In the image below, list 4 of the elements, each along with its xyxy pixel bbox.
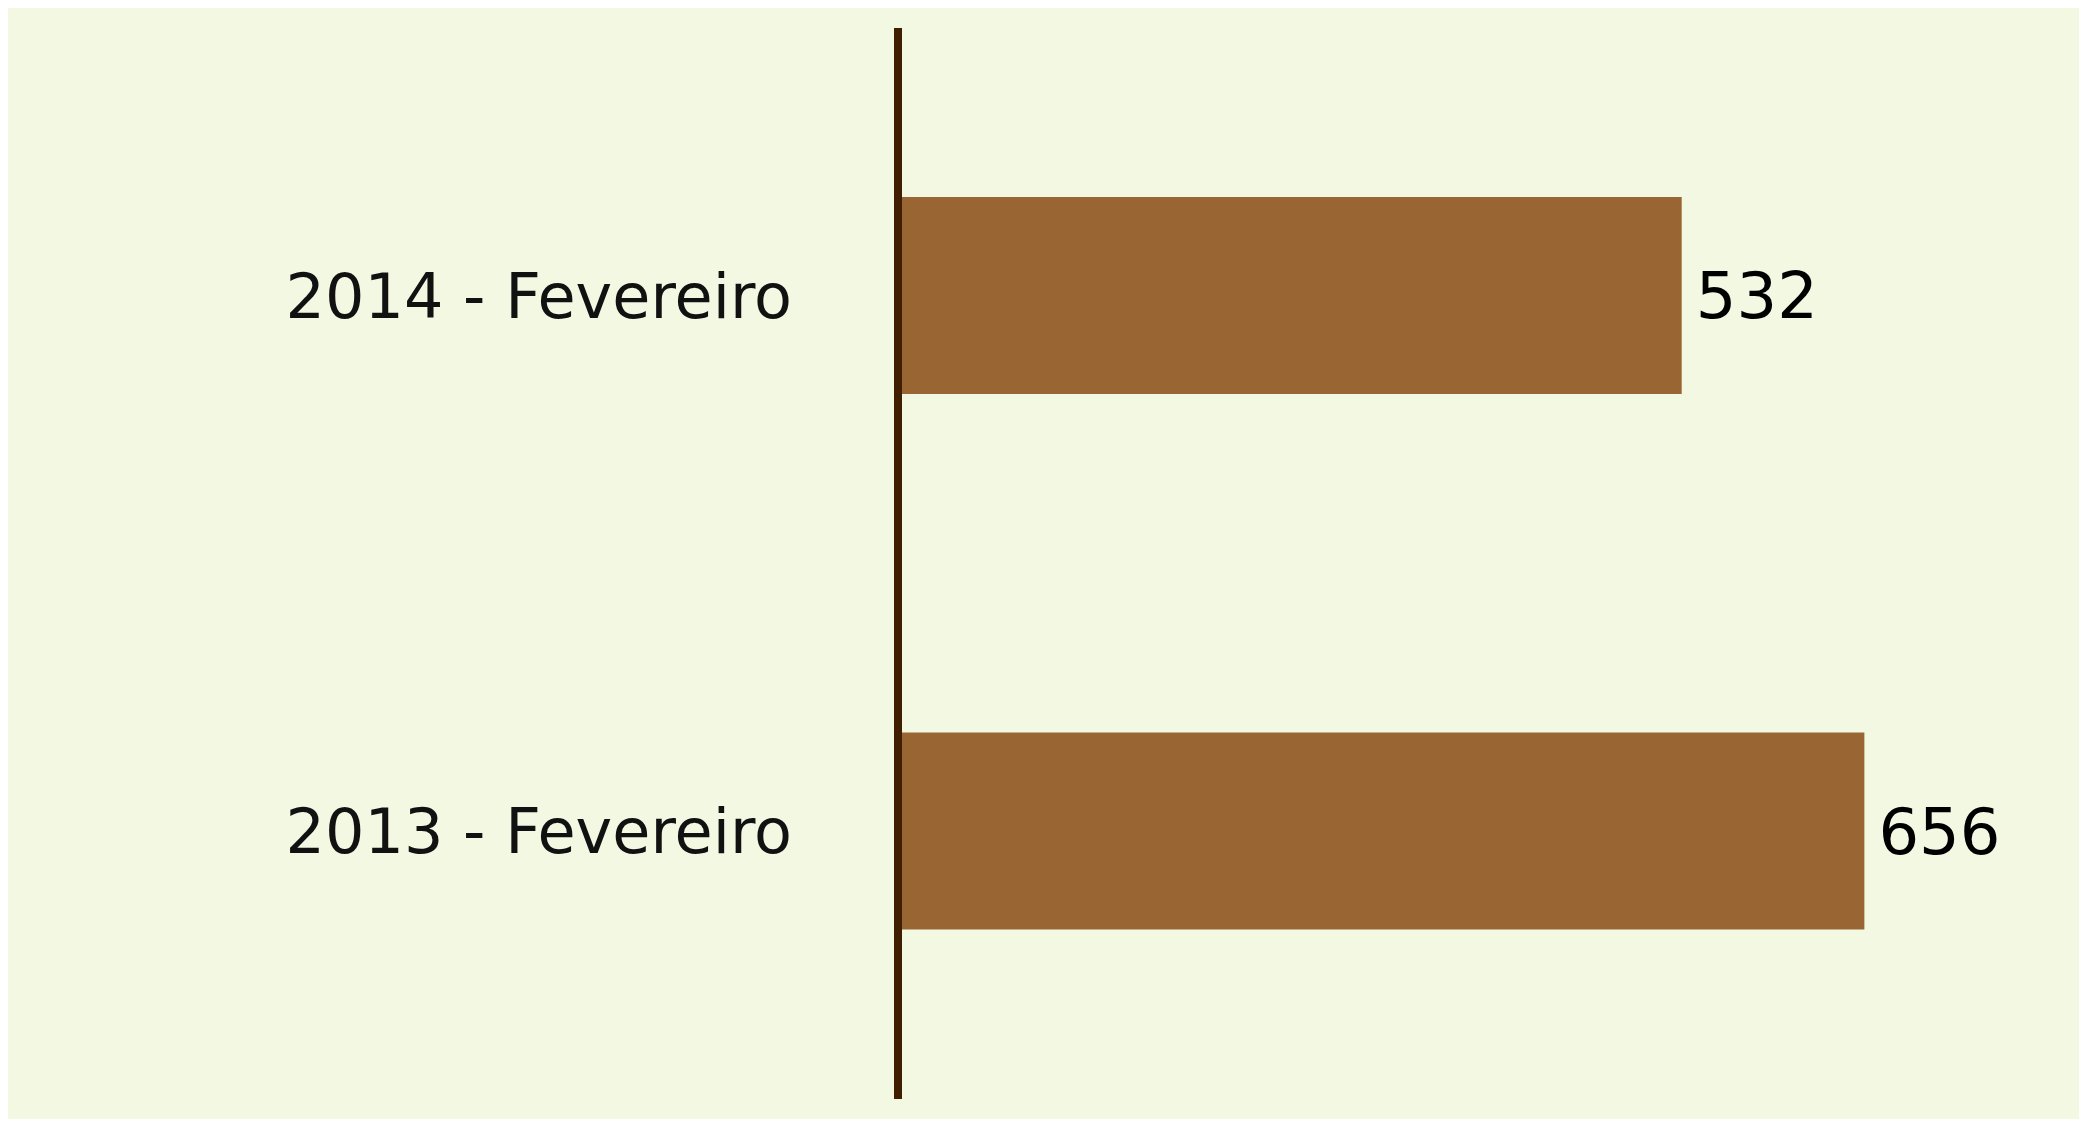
data-label: 532 [1695, 259, 1818, 334]
data-label: 656 [1878, 794, 2001, 869]
y-tick-label: 2013 - Fevereiro [285, 795, 792, 869]
y-tick-label: 2014 - Fevereiro [285, 259, 792, 333]
